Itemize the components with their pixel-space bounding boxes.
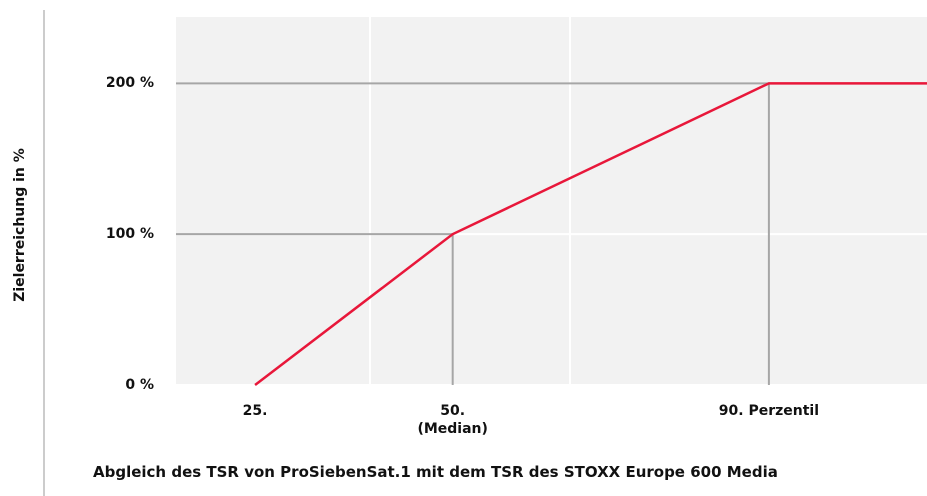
y-axis-label: Zielerreichung in %: [12, 148, 28, 302]
x-tick-label: 50. (Median): [417, 403, 488, 437]
line: [254, 82, 927, 386]
x-tick-label: 25.: [242, 403, 268, 419]
y-tick-label: 200 %: [105, 75, 154, 92]
plot-background: [176, 17, 927, 385]
y-tick-label: 100 %: [105, 226, 154, 243]
x-axis-label: Abgleich des TSR von ProSiebenSat.1 mit …: [93, 463, 778, 481]
x-tick-label: 90. Perzentil: [718, 403, 820, 419]
y-tick-label: 0 %: [125, 377, 154, 393]
